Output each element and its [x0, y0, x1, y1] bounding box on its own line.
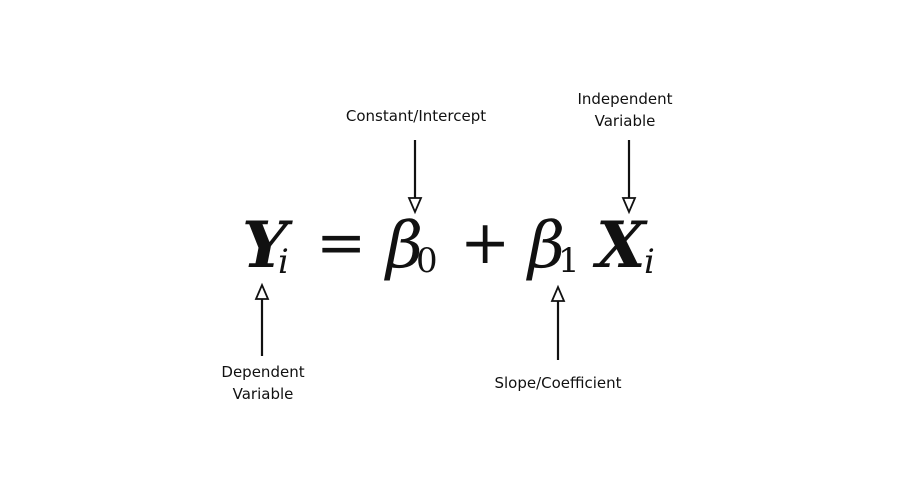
dependent-variable-symbol: Y: [242, 208, 288, 283]
constant-arrow: [407, 140, 423, 215]
dependent-variable-label: Dependent Variable: [205, 361, 321, 405]
independent-variable-line1: Independent: [577, 90, 673, 108]
dependent-variable-subscript: i: [278, 242, 289, 282]
slope-coefficient-text: Slope/Coefficient: [494, 374, 622, 392]
intercept-subscript: 0: [416, 241, 438, 281]
slope-arrow: [550, 284, 566, 360]
independent-variable-label: Independent Variable: [560, 88, 690, 132]
constant-intercept-label: Constant/Intercept: [340, 105, 492, 127]
slope-coefficient-label: Slope/Coefficient: [482, 372, 634, 394]
independent-arrow: [621, 140, 637, 215]
slope-subscript: 1: [558, 241, 580, 281]
independent-variable-symbol: X: [596, 208, 646, 283]
independent-variable-subscript: i: [644, 242, 655, 282]
plus-sign: +: [460, 208, 511, 278]
dependent-arrow: [254, 282, 270, 356]
independent-variable-line2: Variable: [594, 112, 656, 130]
dependent-variable-line1: Dependent: [221, 363, 305, 381]
equals-sign: =: [316, 208, 367, 278]
constant-intercept-text: Constant/Intercept: [345, 107, 487, 125]
slope-symbol: β: [528, 209, 565, 283]
dependent-variable-line2: Variable: [232, 385, 294, 403]
intercept-symbol: β: [386, 209, 423, 283]
